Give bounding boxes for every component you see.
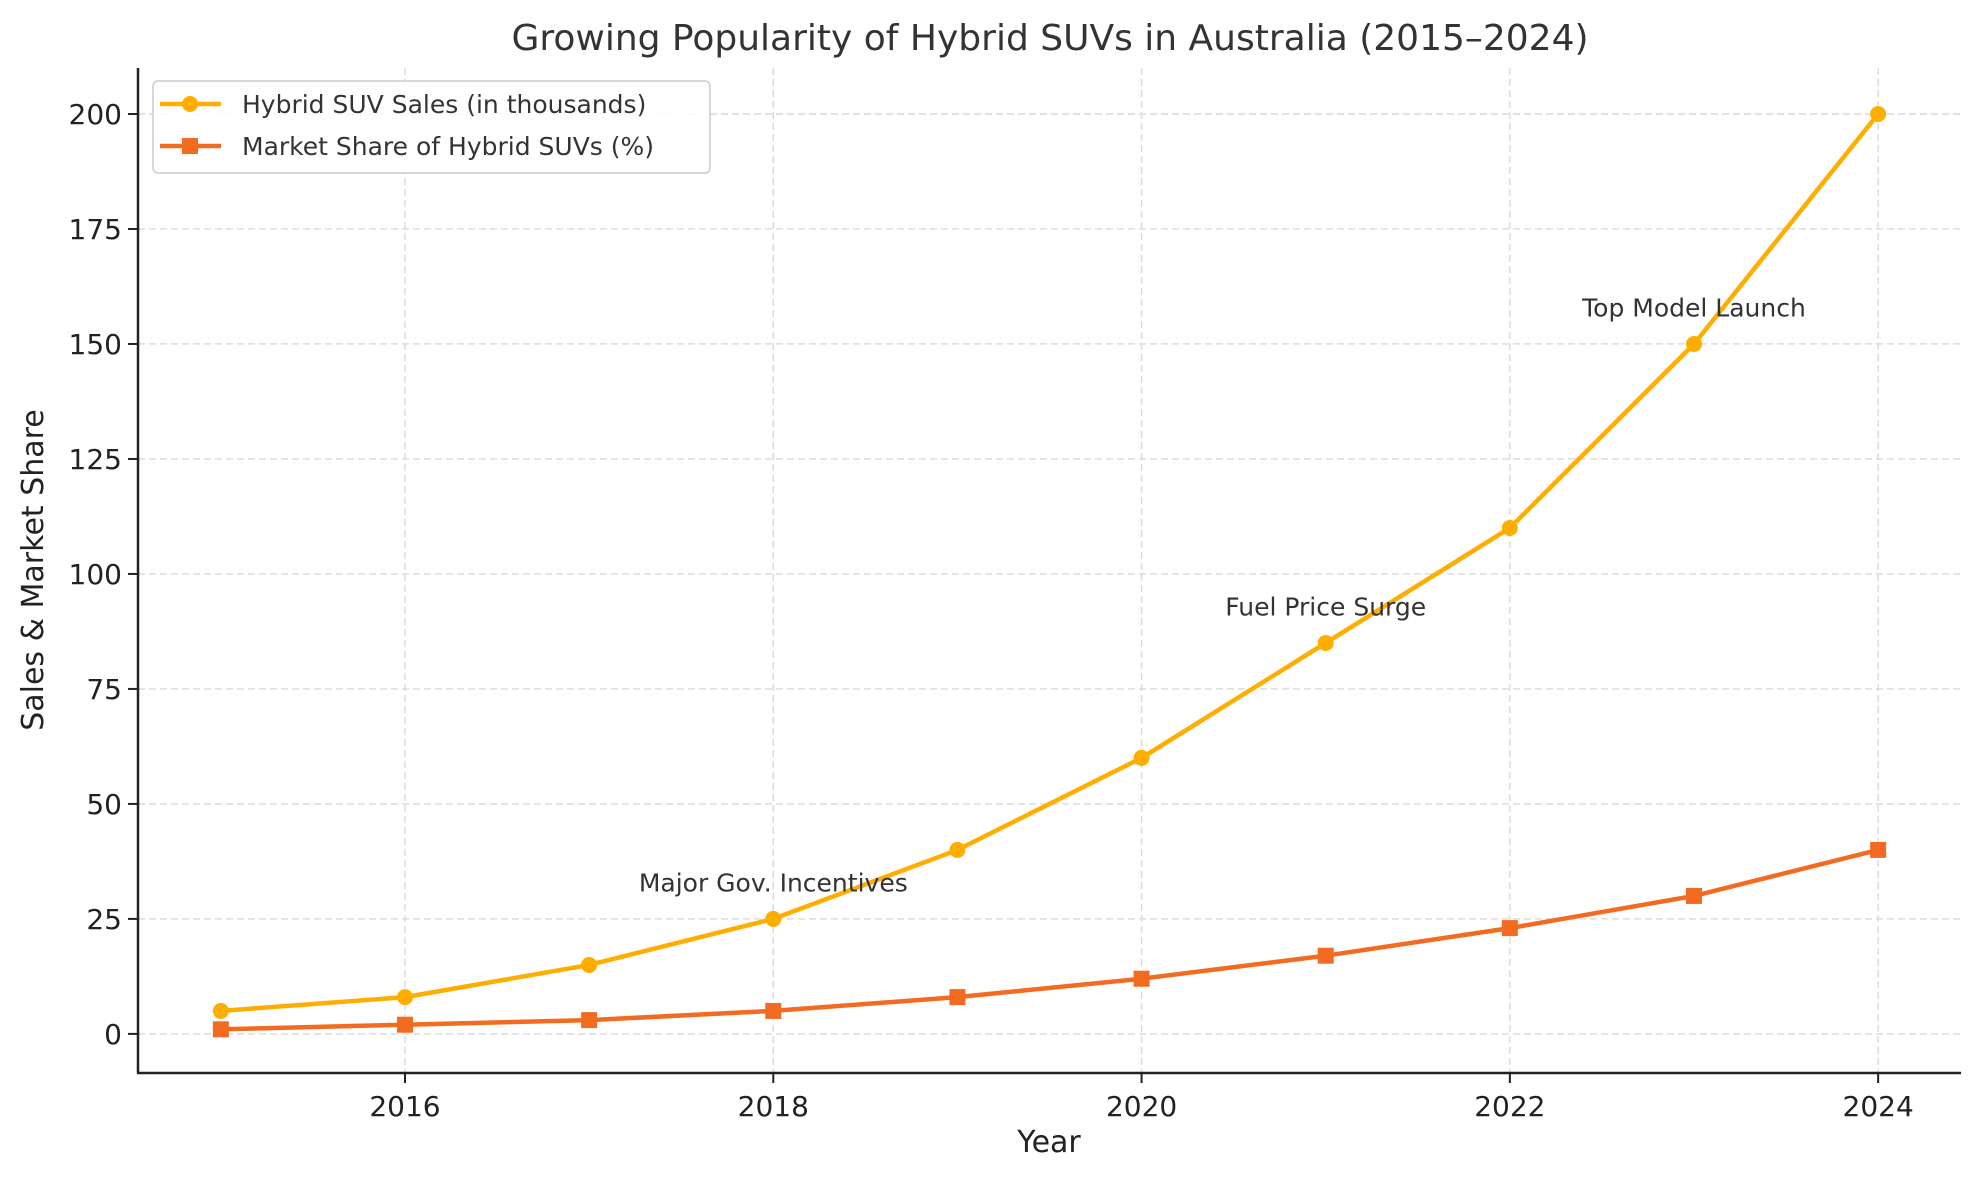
legend-label: Hybrid SUV Sales (in thousands) <box>242 90 646 119</box>
x-tick-label: 2016 <box>369 1090 440 1123</box>
annotation: Fuel Price Surge <box>1225 592 1426 621</box>
axes <box>136 68 1961 1075</box>
data-point <box>1317 947 1334 964</box>
y-tick-label: 0 <box>104 1018 122 1051</box>
grid <box>138 68 1961 1073</box>
series-market-share <box>212 841 1887 1038</box>
legend: Hybrid SUV Sales (in thousands) Market Sh… <box>152 80 711 174</box>
data-point <box>581 956 598 973</box>
data-point <box>949 989 966 1006</box>
y-tick-label: 50 <box>86 788 122 821</box>
data-point <box>212 1021 229 1038</box>
data-point <box>1870 841 1887 858</box>
y-tick-label: 200 <box>69 98 122 131</box>
y-tick-label: 175 <box>69 213 122 246</box>
y-axis-label: Sales & Market Share <box>16 409 51 731</box>
y-tick-label: 100 <box>69 558 122 591</box>
data-point <box>1501 920 1518 937</box>
legend-item: Market Share of Hybrid SUVs (%) <box>160 132 654 161</box>
chart-title: Growing Popularity of Hybrid SUVs in Aus… <box>511 18 1588 59</box>
legend-marker-circle-icon <box>182 96 198 112</box>
legend-box <box>152 80 711 174</box>
data-point <box>397 1016 414 1033</box>
data-point <box>1317 634 1334 651</box>
x-tick-label: 2018 <box>738 1090 809 1123</box>
data-point <box>212 1002 229 1019</box>
data-point <box>1870 105 1887 122</box>
data-point <box>1133 970 1150 987</box>
series-layer <box>212 105 1887 1038</box>
legend-item: Hybrid SUV Sales (in thousands) <box>160 90 646 119</box>
y-tick-label: 75 <box>86 673 122 706</box>
x-tick-label: 2020 <box>1106 1090 1177 1123</box>
y-tick-label: 125 <box>69 443 122 476</box>
annotations: Major Gov. Incentives Fuel Price Surge Top… <box>639 293 1806 897</box>
data-point <box>1685 335 1702 352</box>
data-point <box>949 841 966 858</box>
x-tick-label: 2024 <box>1843 1090 1914 1123</box>
data-point <box>1133 749 1150 766</box>
legend-label: Market Share of Hybrid SUVs (%) <box>242 132 654 161</box>
ticks: 0 25 50 75 100 125 150 175 200 2016 2018 2020 2022 20… <box>69 98 1914 1123</box>
series-hybrid-suv-sales <box>212 105 1887 1019</box>
series-line <box>220 112 1880 1014</box>
data-point <box>765 910 782 927</box>
y-tick-label: 25 <box>86 903 122 936</box>
x-axis-label: Year <box>1016 1125 1081 1160</box>
data-point <box>765 1002 782 1019</box>
annotation: Major Gov. Incentives <box>639 868 908 897</box>
data-point <box>397 989 414 1006</box>
data-point <box>1685 887 1702 904</box>
data-point <box>1501 519 1518 536</box>
legend-marker-square-icon <box>182 138 198 154</box>
annotation: Top Model Launch <box>1581 293 1806 322</box>
y-tick-label: 150 <box>69 328 122 361</box>
x-tick-label: 2022 <box>1474 1090 1545 1123</box>
series-line <box>220 847 1879 1032</box>
data-point <box>581 1012 598 1029</box>
